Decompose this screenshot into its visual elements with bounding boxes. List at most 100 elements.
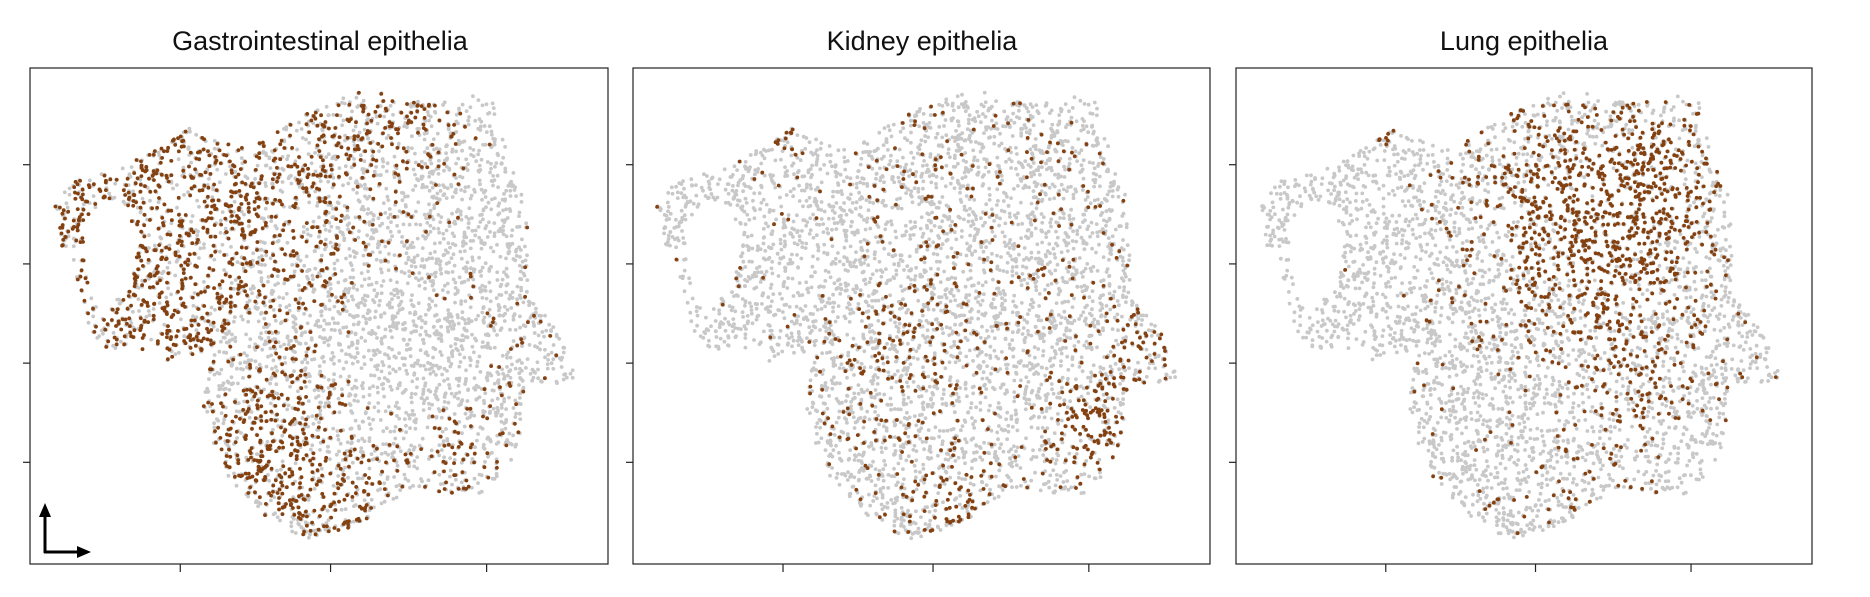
highlighted-cell-point <box>320 268 325 272</box>
cell-point <box>67 186 72 191</box>
cell-point <box>484 376 489 380</box>
highlighted-cell-point <box>170 354 175 359</box>
cell-point <box>395 223 399 228</box>
highlighted-cell-point <box>442 161 446 166</box>
highlighted-cell-point <box>463 124 467 129</box>
cell-point <box>289 520 294 525</box>
highlighted-cell-point <box>277 507 281 512</box>
cell-point <box>502 377 506 381</box>
cell-point <box>410 146 414 151</box>
cell-point <box>387 345 391 350</box>
cell-point <box>221 421 226 426</box>
cell-point <box>466 317 471 321</box>
cell-point <box>266 335 271 340</box>
cell-point <box>400 240 404 245</box>
cell-point <box>347 374 352 379</box>
cell-point <box>393 436 398 441</box>
cell-point <box>327 298 332 303</box>
cell-point <box>479 274 484 278</box>
cell-point <box>324 155 329 160</box>
highlighted-cell-point <box>347 464 351 469</box>
cell-point <box>487 111 492 115</box>
highlighted-cell-point <box>288 133 292 138</box>
cell-point <box>517 293 522 298</box>
cell-point <box>346 289 351 294</box>
highlighted-cell-point <box>354 120 358 125</box>
cell-point <box>412 329 416 334</box>
cell-point <box>227 387 232 392</box>
cell-point <box>287 339 292 343</box>
cell-point <box>356 305 361 310</box>
highlighted-cell-point <box>152 178 156 183</box>
cell-point <box>520 237 524 242</box>
cell-point <box>278 518 282 523</box>
highlighted-cell-point <box>92 182 96 187</box>
cell-point <box>452 458 457 462</box>
cell-point <box>436 226 441 231</box>
cell-point <box>431 355 435 360</box>
cell-point <box>416 178 421 183</box>
highlighted-cell-point <box>347 102 352 107</box>
cell-point <box>450 354 455 359</box>
cell-point <box>502 304 507 309</box>
highlighted-cell-point <box>491 320 495 324</box>
highlighted-cell-point <box>271 490 275 494</box>
highlighted-cell-point <box>369 118 374 123</box>
cell-point <box>166 286 171 291</box>
cell-point <box>461 240 465 245</box>
highlighted-cell-point <box>255 240 260 245</box>
cell-point <box>346 299 350 303</box>
cell-point <box>367 386 372 391</box>
cell-point <box>152 243 157 248</box>
cell-point <box>190 214 195 218</box>
cell-point <box>483 142 488 147</box>
cell-point <box>356 314 360 318</box>
highlighted-cell-point <box>317 229 322 234</box>
cell-point <box>260 263 264 267</box>
cell-point <box>496 153 500 158</box>
cell-point <box>99 328 104 333</box>
highlighted-cell-point <box>263 196 268 201</box>
cell-point <box>229 362 234 367</box>
highlighted-cell-point <box>145 300 150 305</box>
cell-point <box>119 339 123 344</box>
cell-point <box>347 247 352 251</box>
cell-point <box>543 313 547 318</box>
cell-point <box>189 160 194 165</box>
highlighted-cell-point <box>206 319 211 323</box>
cell-point <box>496 185 500 190</box>
highlighted-cell-point <box>106 339 111 344</box>
cell-point <box>499 402 504 407</box>
cell-point <box>446 400 451 405</box>
cell-point <box>369 282 374 287</box>
highlighted-cell-point <box>348 453 353 458</box>
highlighted-cell-point <box>228 309 233 314</box>
cell-point <box>386 215 391 220</box>
cell-point <box>369 357 374 362</box>
cell-point <box>422 363 426 368</box>
cell-point <box>557 336 562 341</box>
cell-point <box>485 333 490 337</box>
highlighted-cell-point <box>486 475 491 480</box>
cell-point <box>407 269 412 274</box>
cell-point <box>533 344 537 349</box>
highlighted-cell-point <box>91 306 95 311</box>
highlighted-cell-point <box>359 460 364 465</box>
highlighted-cell-point <box>121 188 126 193</box>
cell-point <box>352 143 357 148</box>
cell-point <box>129 165 134 170</box>
cell-point <box>489 161 493 166</box>
highlighted-cell-point <box>267 339 272 344</box>
cell-point <box>523 258 528 263</box>
cell-point <box>344 352 348 357</box>
cell-point <box>505 308 510 312</box>
cell-point <box>454 112 459 117</box>
cell-point <box>493 164 497 169</box>
cell-point <box>510 362 514 367</box>
highlighted-cell-point <box>259 389 264 394</box>
cell-point <box>551 366 556 371</box>
cell-point <box>484 296 489 301</box>
cell-point <box>305 227 310 232</box>
cell-point <box>390 297 394 301</box>
cell-point <box>478 182 482 187</box>
